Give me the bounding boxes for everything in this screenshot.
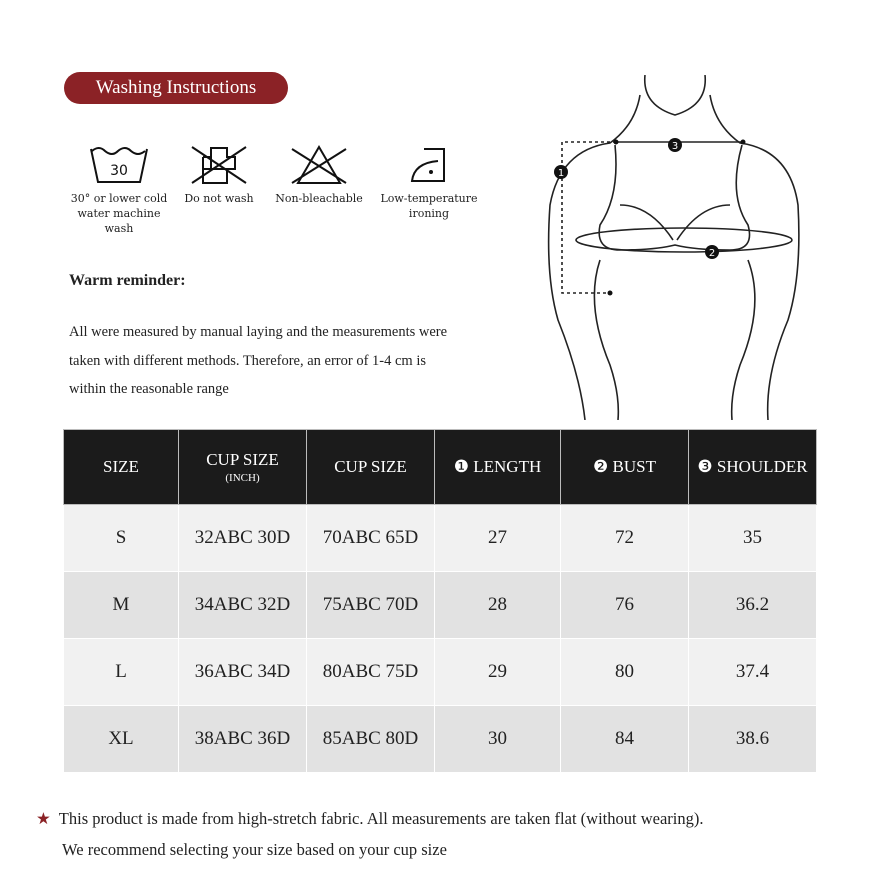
care-item-wash-30: 30 30° or lower cold water machine wash — [64, 145, 174, 236]
table-row: L 36ABC 34D 80ABC 75D 29 80 37.4 — [63, 638, 817, 706]
header-cup-size-inch: CUP SIZE (INCH) — [178, 429, 307, 505]
table-cell: 27 — [434, 504, 561, 572]
footnote-line: We recommend selecting your size based o… — [62, 840, 447, 859]
table-cell: 37.4 — [688, 638, 817, 706]
table-cell: 36ABC 34D — [178, 638, 307, 706]
table-row: XL 38ABC 36D 85ABC 80D 30 84 38.6 — [63, 705, 817, 773]
warm-reminder-title: Warm reminder: — [69, 272, 186, 289]
do-not-wash-icon — [191, 146, 247, 184]
header-bust: ❷ BUST — [560, 429, 689, 505]
svg-text:2: 2 — [709, 248, 715, 259]
care-label: water machine wash — [77, 207, 161, 235]
care-item-do-not-wash: Do not wash — [164, 145, 274, 206]
svg-text:1: 1 — [558, 168, 564, 179]
warm-reminder-text: All were measured by manual laying and t… — [69, 318, 539, 404]
table-cell: 34ABC 32D — [178, 571, 307, 639]
low-iron-icon — [410, 148, 445, 182]
marker-3: 3 — [668, 138, 682, 152]
header-length: ❶ LENGTH — [434, 429, 561, 505]
marker-2: 2 — [705, 245, 719, 259]
table-cell: 29 — [434, 638, 561, 706]
table-cell: 28 — [434, 571, 561, 639]
washing-instructions-title: Washing Instructions — [64, 72, 288, 104]
table-cell: 38.6 — [688, 705, 817, 773]
non-bleach-icon — [291, 145, 347, 184]
table-row: M 34ABC 32D 75ABC 70D 28 76 36.2 — [63, 571, 817, 639]
table-cell: 35 — [688, 504, 817, 572]
table-row: S 32ABC 30D 70ABC 65D 27 72 35 — [63, 504, 817, 572]
reminder-line: All were measured by manual laying and t… — [69, 324, 448, 340]
wash-30-icon: 30 — [90, 147, 148, 183]
svg-text:3: 3 — [672, 141, 678, 152]
header-size: SIZE — [63, 429, 179, 505]
footnote: ★ This product is made from high-stretch … — [36, 803, 703, 865]
care-label: Low-temperature — [380, 192, 478, 205]
care-label: Do not wash — [184, 192, 254, 205]
table-cell: 75ABC 70D — [306, 571, 435, 639]
care-label: 30° or lower cold — [70, 192, 168, 205]
table-cell: 76 — [560, 571, 689, 639]
table-cell: 30 — [434, 705, 561, 773]
care-label: ironing — [408, 207, 450, 220]
table-cell: S — [63, 504, 179, 572]
table-cell: XL — [63, 705, 179, 773]
body-measurement-figure: 1 2 3 — [547, 75, 800, 420]
care-label: Non-bleachable — [275, 192, 363, 205]
table-cell: 72 — [560, 504, 689, 572]
header-shoulder: ❸ SHOULDER — [688, 429, 817, 505]
header-cup-size: CUP SIZE — [306, 429, 435, 505]
marker-1: 1 — [554, 165, 568, 179]
table-cell: 80ABC 75D — [306, 638, 435, 706]
table-cell: 36.2 — [688, 571, 817, 639]
care-item-low-iron: Low-temperature ironing — [374, 145, 484, 221]
footnote-line: This product is made from high-stretch f… — [58, 809, 704, 828]
table-header-row: SIZE CUP SIZE (INCH) CUP SIZE ❶ LENGTH ❷ … — [63, 429, 817, 505]
care-item-non-bleach: Non-bleachable — [264, 145, 374, 206]
table-cell: 38ABC 36D — [178, 705, 307, 773]
table-cell: 85ABC 80D — [306, 705, 435, 773]
table-cell: 80 — [560, 638, 689, 706]
table-cell: L — [63, 638, 179, 706]
size-table: SIZE CUP SIZE (INCH) CUP SIZE ❶ LENGTH ❷ … — [63, 429, 817, 773]
table-cell: M — [63, 571, 179, 639]
star-icon: ★ — [36, 809, 51, 828]
reminder-line: taken with different methods. Therefore,… — [69, 352, 427, 369]
reminder-line: within the reasonable range — [69, 381, 229, 397]
wash-temp: 30 — [110, 163, 128, 179]
table-cell: 70ABC 65D — [306, 504, 435, 572]
table-cell: 84 — [560, 705, 689, 773]
table-cell: 32ABC 30D — [178, 504, 307, 572]
